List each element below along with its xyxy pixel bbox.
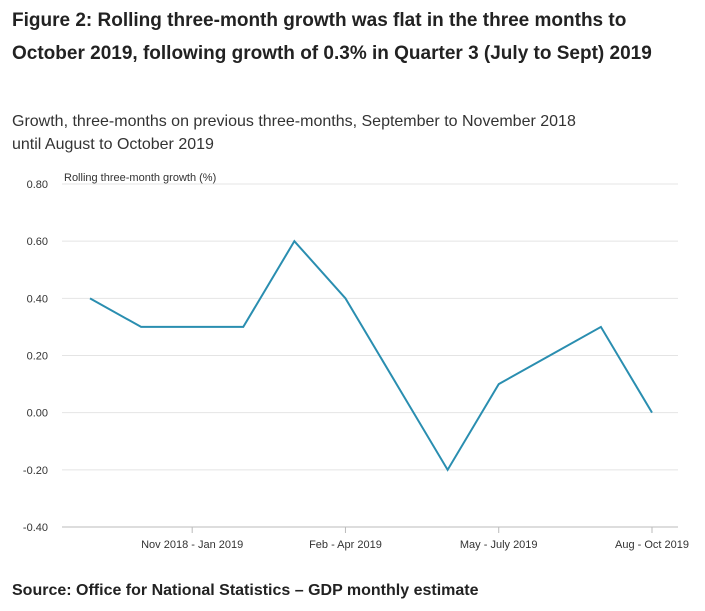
source-note: Source: Office for National Statistics –… bbox=[12, 582, 479, 599]
data-point[interactable] bbox=[88, 296, 92, 300]
chart-subtitle: Growth, three-months on previous three-m… bbox=[12, 113, 576, 153]
series-layer bbox=[88, 239, 654, 472]
data-point[interactable] bbox=[548, 354, 552, 358]
data-point[interactable] bbox=[190, 325, 194, 329]
data-point[interactable] bbox=[497, 382, 501, 386]
data-point[interactable] bbox=[241, 325, 245, 329]
series-line bbox=[89, 239, 653, 472]
x-tick-label: Nov 2018 - Jan 2019 bbox=[141, 539, 243, 551]
y-axis-label: Rolling three-month growth (%) bbox=[64, 172, 216, 184]
x-tick-label: May - July 2019 bbox=[460, 539, 538, 551]
y-tick-label: -0.40 bbox=[23, 522, 48, 534]
data-point[interactable] bbox=[292, 239, 296, 243]
data-point[interactable] bbox=[395, 382, 399, 386]
y-tick-label: 0.20 bbox=[27, 351, 48, 363]
y-tick-label: 0.60 bbox=[27, 236, 48, 248]
data-point[interactable] bbox=[599, 325, 603, 329]
data-point[interactable] bbox=[139, 325, 143, 329]
y-tick-label: -0.20 bbox=[23, 465, 48, 477]
y-tick-label: 0.40 bbox=[27, 293, 48, 305]
data-point[interactable] bbox=[650, 411, 654, 415]
grid-lines bbox=[62, 183, 678, 528]
x-axis: Nov 2018 - Jan 2019 Feb - Apr 2019 May - J… bbox=[141, 527, 689, 551]
page-title: Figure 2: Rolling three-month growth was… bbox=[12, 10, 652, 64]
y-tick-label: 0.80 bbox=[27, 179, 48, 191]
data-point[interactable] bbox=[446, 468, 450, 472]
y-tick-label: 0.00 bbox=[27, 408, 48, 420]
y-axis-ticks: -0.40 -0.20 0.00 0.20 0.40 0.60 0.80 bbox=[23, 179, 48, 534]
x-tick-label: Feb - Apr 2019 bbox=[309, 539, 382, 551]
data-point[interactable] bbox=[343, 296, 347, 300]
x-tick-label: Aug - Oct 2019 bbox=[615, 539, 689, 551]
